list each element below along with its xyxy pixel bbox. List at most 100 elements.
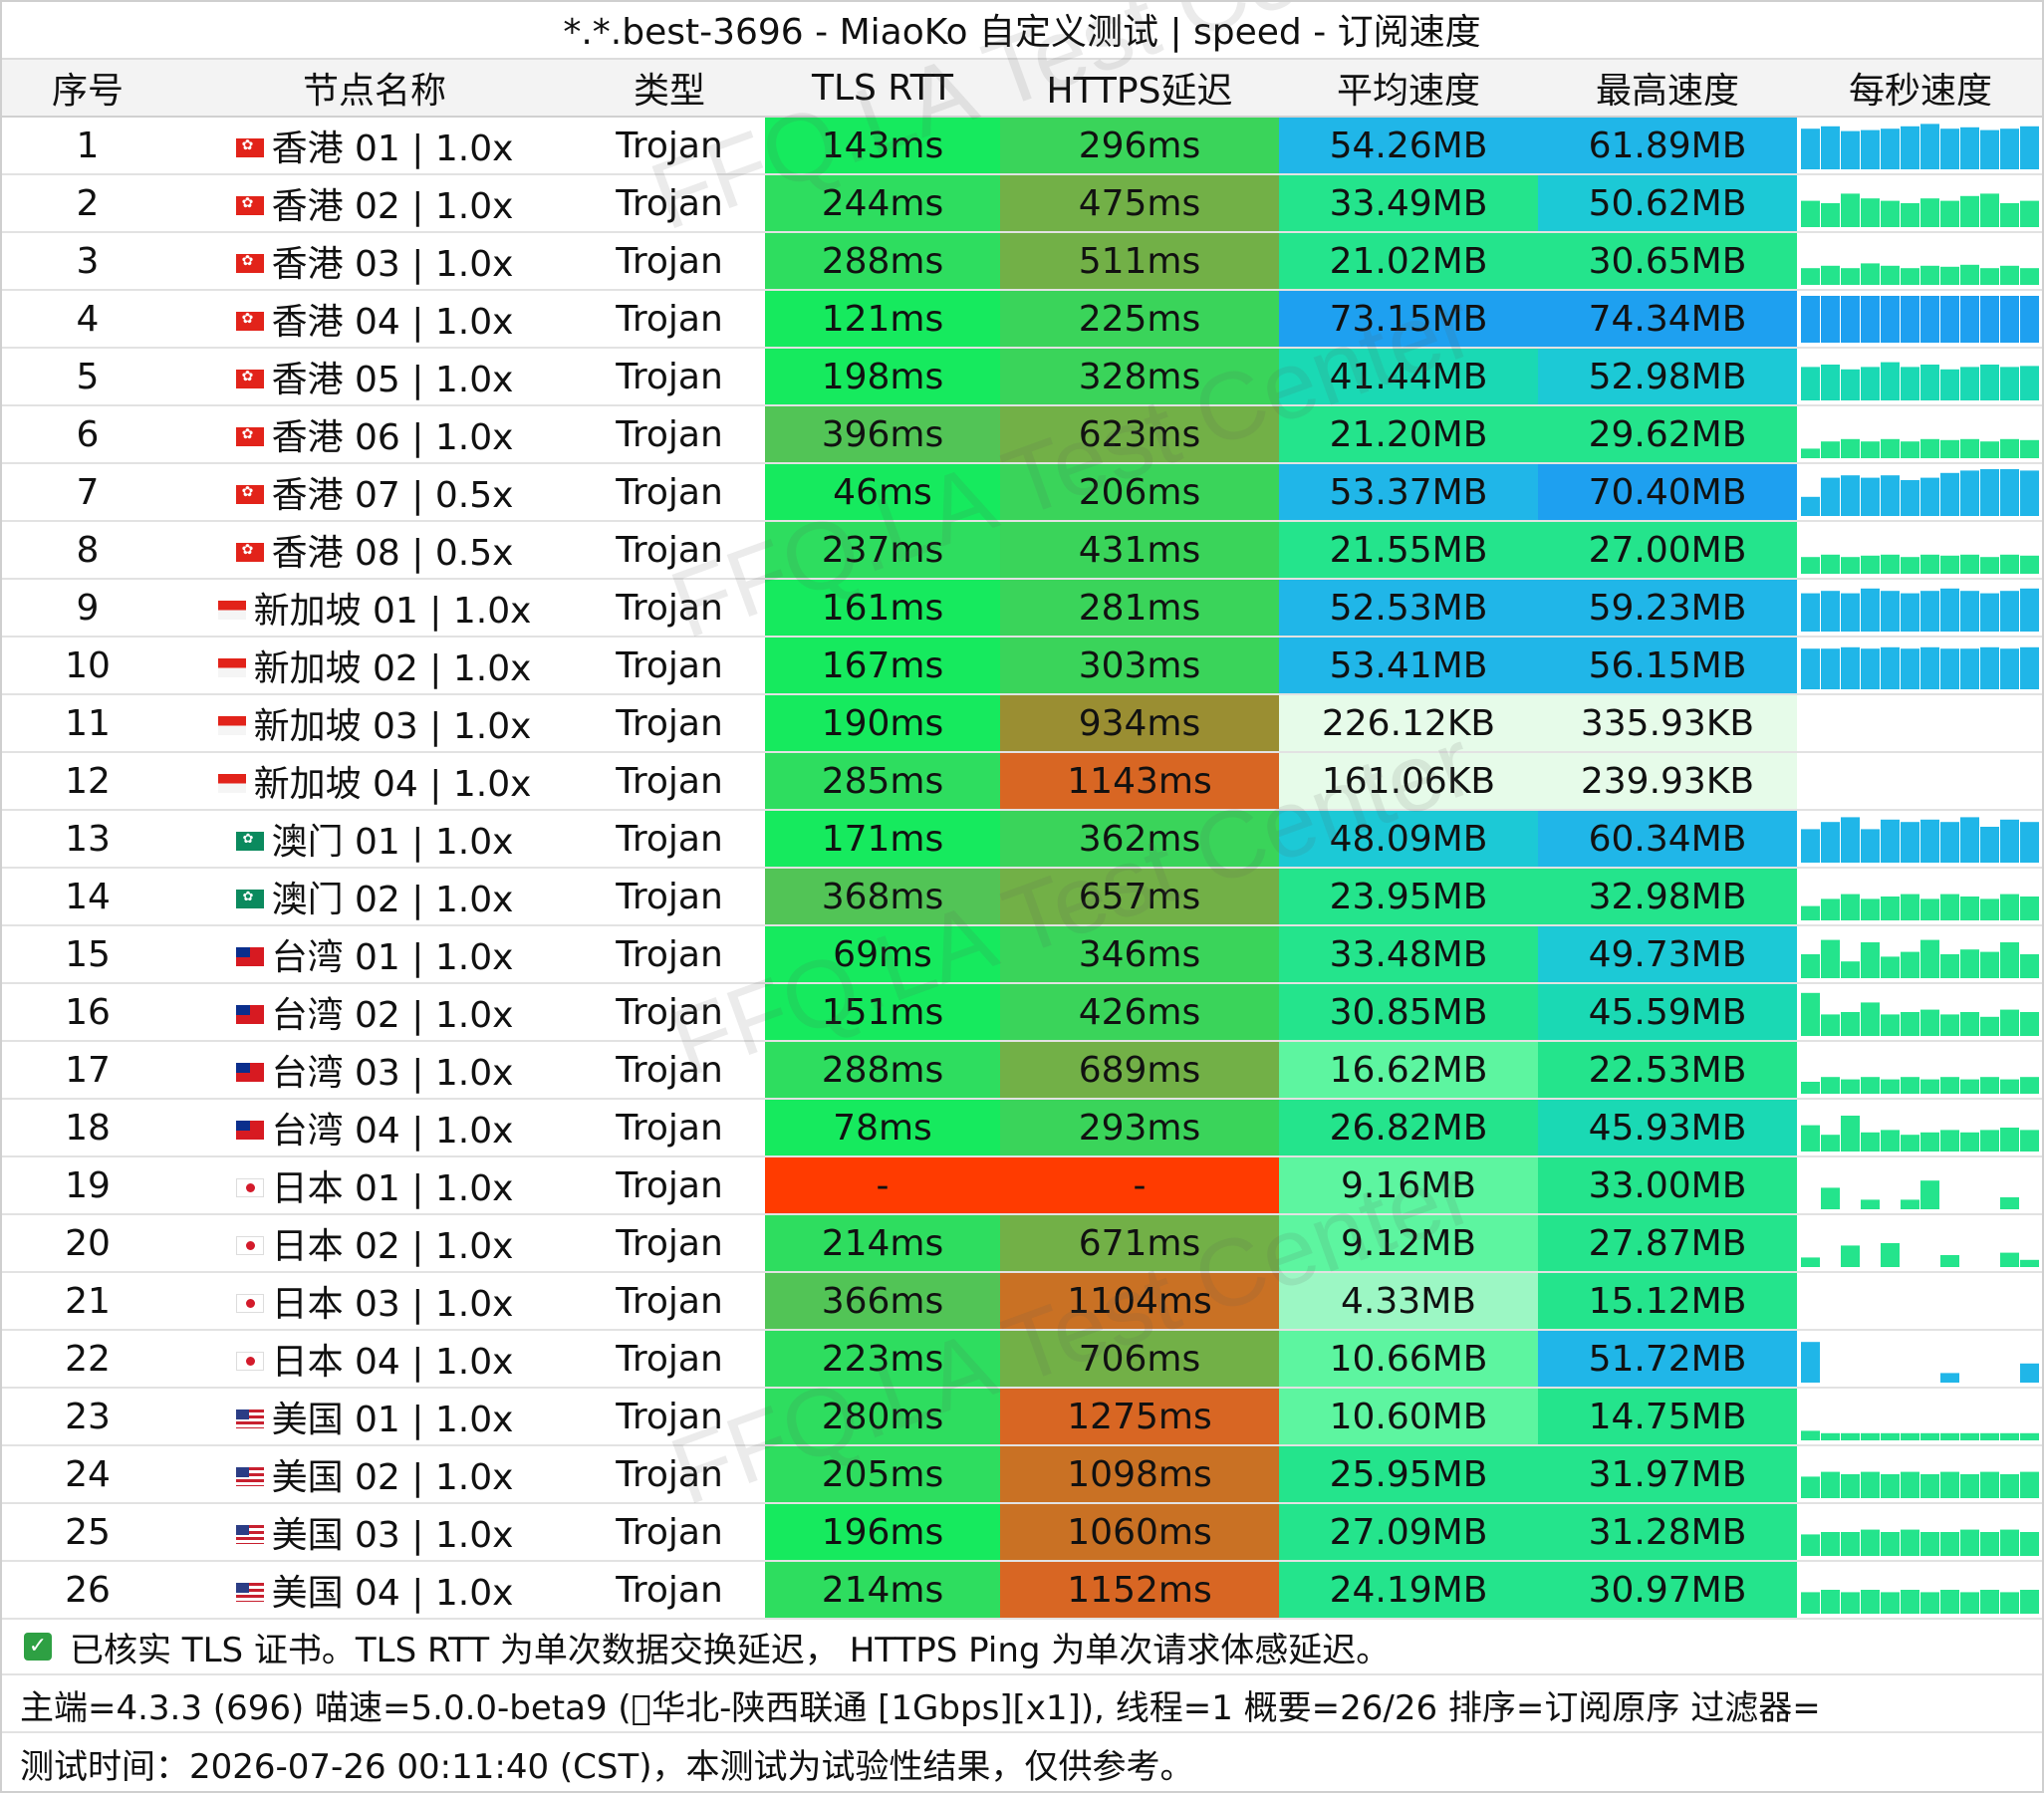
flag-us-icon [235,1524,264,1544]
node-name: 澳门 02 | 1.0x [271,880,514,920]
node-name-cell: 香港 03 | 1.0x [175,232,574,291]
speed-bar [1881,819,1900,863]
node-name: 澳门 01 | 1.0x [271,822,514,863]
https-latency-value: - [1000,1156,1279,1215]
max-speed-value: 74.34MB [1538,290,1797,349]
speed-bar [2020,588,2039,632]
speed-bar [1821,126,1840,169]
avg-speed-value: 53.41MB [1279,637,1538,695]
flag-us-icon [235,1466,264,1486]
speed-bar [1980,898,1999,920]
tls-rtt-value: 214ms [765,1214,1000,1273]
avg-speed-value: 33.49MB [1279,174,1538,233]
tls-rtt-value: 288ms [765,1041,1000,1100]
speed-bar [1901,126,1919,169]
speed-bar [1861,1432,1880,1440]
speed-bar [1841,1079,1860,1094]
table-row: 20 日本 02 | 1.0x Trojan 214ms 671ms 9.12MB 27.8… [0,1214,2044,1273]
row-index: 14 [0,868,175,926]
max-speed-value: 30.65MB [1538,232,1797,291]
speed-bar [1881,1243,1900,1267]
speed-bar [2000,1474,2019,1498]
tls-rtt-value: 167ms [765,637,1000,695]
speed-bar [1801,648,1820,689]
speed-bar [2020,954,2039,978]
speed-bar [2020,1432,2039,1440]
speed-bar [1821,265,1840,285]
per-second-speed-graph [1797,1503,2044,1562]
check-icon: ✓ [24,1633,52,1661]
speed-bar [1960,127,1979,169]
speed-bar [1841,1116,1860,1152]
speed-bar [2020,1130,2039,1152]
speed-bar [1881,1130,1900,1152]
speed-bar [1920,1009,1939,1036]
flag-jp-icon [235,1177,264,1197]
node-name: 台湾 02 | 1.0x [271,995,514,1036]
per-second-speed-graph [1797,1214,2044,1273]
speed-bar [1801,954,1820,978]
per-second-speed-graph [1797,810,2044,869]
table-row: 16 台湾 02 | 1.0x Trojan 151ms 426ms 30.85MB 45.… [0,983,2044,1042]
column-header-type: 类型 [574,60,765,118]
node-type: Trojan [574,174,765,233]
avg-speed-value: 30.85MB [1279,983,1538,1042]
row-index: 16 [0,983,175,1042]
https-latency-value: 623ms [1000,405,1279,464]
speed-bar [1801,1430,1820,1440]
node-name-cell: 日本 03 | 1.0x [175,1272,574,1331]
speed-bar [1940,439,1959,458]
speed-bar [1920,1474,1939,1498]
speed-bar [1940,822,1959,863]
speed-bar [1841,1592,1860,1614]
speed-bar [1881,646,1900,689]
speed-bar [1861,1471,1880,1498]
node-name: 香港 02 | 1.0x [271,186,514,227]
https-latency-value: 1143ms [1000,752,1279,811]
speed-bar [1901,1077,1919,1094]
tls-rtt-value: 280ms [765,1388,1000,1446]
flag-jp-icon [235,1235,264,1255]
node-type: Trojan [574,1330,765,1389]
speed-bar [1821,648,1840,689]
max-speed-value: 56.15MB [1538,637,1797,695]
speed-bar [2000,894,2019,920]
speed-sparkline [1801,1471,2039,1498]
speed-bar [1821,365,1840,400]
speed-bar [1980,1016,1999,1036]
node-name-cell: 台湾 01 | 1.0x [175,925,574,984]
speed-bar [1960,949,1979,978]
per-second-speed-graph [1797,637,2044,695]
flag-hk-icon [235,311,264,331]
node-type: Trojan [574,232,765,291]
node-name-cell: 台湾 04 | 1.0x [175,1099,574,1157]
speed-bar [1901,1012,1919,1036]
node-name: 台湾 01 | 1.0x [271,937,514,978]
flag-hk-icon [235,484,264,504]
speed-bar [2020,470,2039,516]
speed-bar [1821,898,1840,920]
speed-bar [1801,593,1820,632]
speed-bar [1861,898,1880,920]
speed-bar [1901,894,1919,920]
node-type: Trojan [574,1503,765,1562]
speed-bar [1881,1079,1900,1094]
node-name: 香港 06 | 1.0x [271,417,514,458]
node-type: Trojan [574,405,765,464]
node-name-cell: 新加坡 02 | 1.0x [175,637,574,695]
speed-sparkline [1821,1180,2019,1209]
speed-bar [1960,470,1979,516]
speed-bar [1940,472,1959,516]
speed-bar [1841,193,1860,227]
row-index: 19 [0,1156,175,1215]
speed-sparkline [1801,1077,2039,1094]
speed-bar [1980,469,1999,516]
row-index: 6 [0,405,175,464]
node-name-cell: 日本 02 | 1.0x [175,1214,574,1273]
speed-bar [1801,367,1820,400]
max-speed-value: 45.59MB [1538,983,1797,1042]
max-speed-value: 52.98MB [1538,348,1797,406]
speed-bar [1920,1079,1939,1094]
speed-bar [1821,1187,1840,1209]
speed-bar [1861,1529,1880,1556]
